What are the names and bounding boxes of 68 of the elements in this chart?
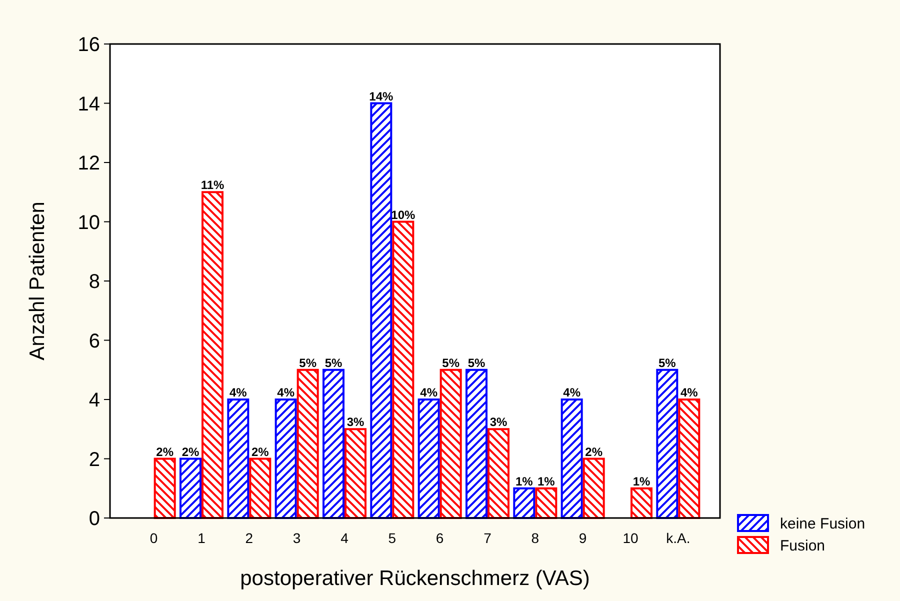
data-label: 3% [346,415,364,430]
data-label: 5% [658,356,676,370]
bar [582,458,605,519]
bar [630,487,652,519]
bar [656,368,678,519]
data-label: 4% [420,386,438,400]
bar [344,428,366,519]
data-label: 5% [324,356,342,370]
bar [513,487,536,519]
x-tick-label: 5 [388,530,396,546]
bar [180,458,202,519]
y-axis-title: Anzahl Patienten [26,202,49,360]
y-tick-label: 12 [78,152,100,174]
y-tick-label: 10 [78,212,100,234]
data-label: 1% [632,474,650,488]
x-tick-label: 7 [484,530,492,546]
data-label: 4% [680,386,698,400]
bar [154,458,176,519]
y-tick-label: 16 [78,34,100,56]
data-label: 1% [537,474,556,488]
legend-label: keine Fusion [780,515,866,532]
data-label: 11% [200,178,225,192]
bar [418,398,440,519]
bar [227,398,250,519]
x-tick-label: 9 [578,530,587,546]
y-tick-label: 14 [78,93,100,116]
x-tick-label: 0 [150,530,158,546]
x-tick-label: 10 [622,530,638,546]
data-label: 3% [490,415,508,430]
data-label: 4% [277,386,295,400]
bar [678,398,700,519]
data-label: 2% [156,444,174,459]
x-tick-label: 6 [436,530,444,546]
data-label: 2% [182,444,200,459]
x-tick-label: 4 [340,530,349,546]
x-tick-label: k.A. [666,530,690,546]
bar [535,487,558,519]
y-tick-label: 6 [88,330,100,352]
y-tick-label: 0 [88,508,100,530]
bar [322,368,344,519]
x-tick-label: 8 [531,530,540,546]
bar [392,220,414,519]
data-label: 5% [442,356,460,370]
bar [560,398,583,519]
x-tick-label: 1 [198,530,206,546]
data-label: 2% [585,444,603,459]
bar [274,398,297,519]
data-label: 5% [299,356,317,370]
x-tick-label: 3 [292,530,301,546]
data-label: 2% [251,444,270,459]
data-label: 5% [468,356,486,370]
data-label: 14% [369,89,394,104]
x-tick-label: 2 [245,530,254,546]
x-axis-title: postoperativer Rückenschmerz (VAS) [240,567,590,590]
bar [488,428,510,519]
bar [249,458,272,519]
y-tick-label: 2 [88,448,100,471]
y-tick-label: 4 [88,390,100,412]
bar [466,368,488,519]
legend-label: Fusion [780,537,826,554]
bar [370,102,392,519]
bar [440,368,462,519]
bar [296,368,319,519]
data-label: 1% [515,474,534,488]
bar [202,191,224,519]
y-tick-label: 8 [88,271,100,293]
data-label: 4% [229,386,248,400]
data-label: 4% [563,386,581,400]
